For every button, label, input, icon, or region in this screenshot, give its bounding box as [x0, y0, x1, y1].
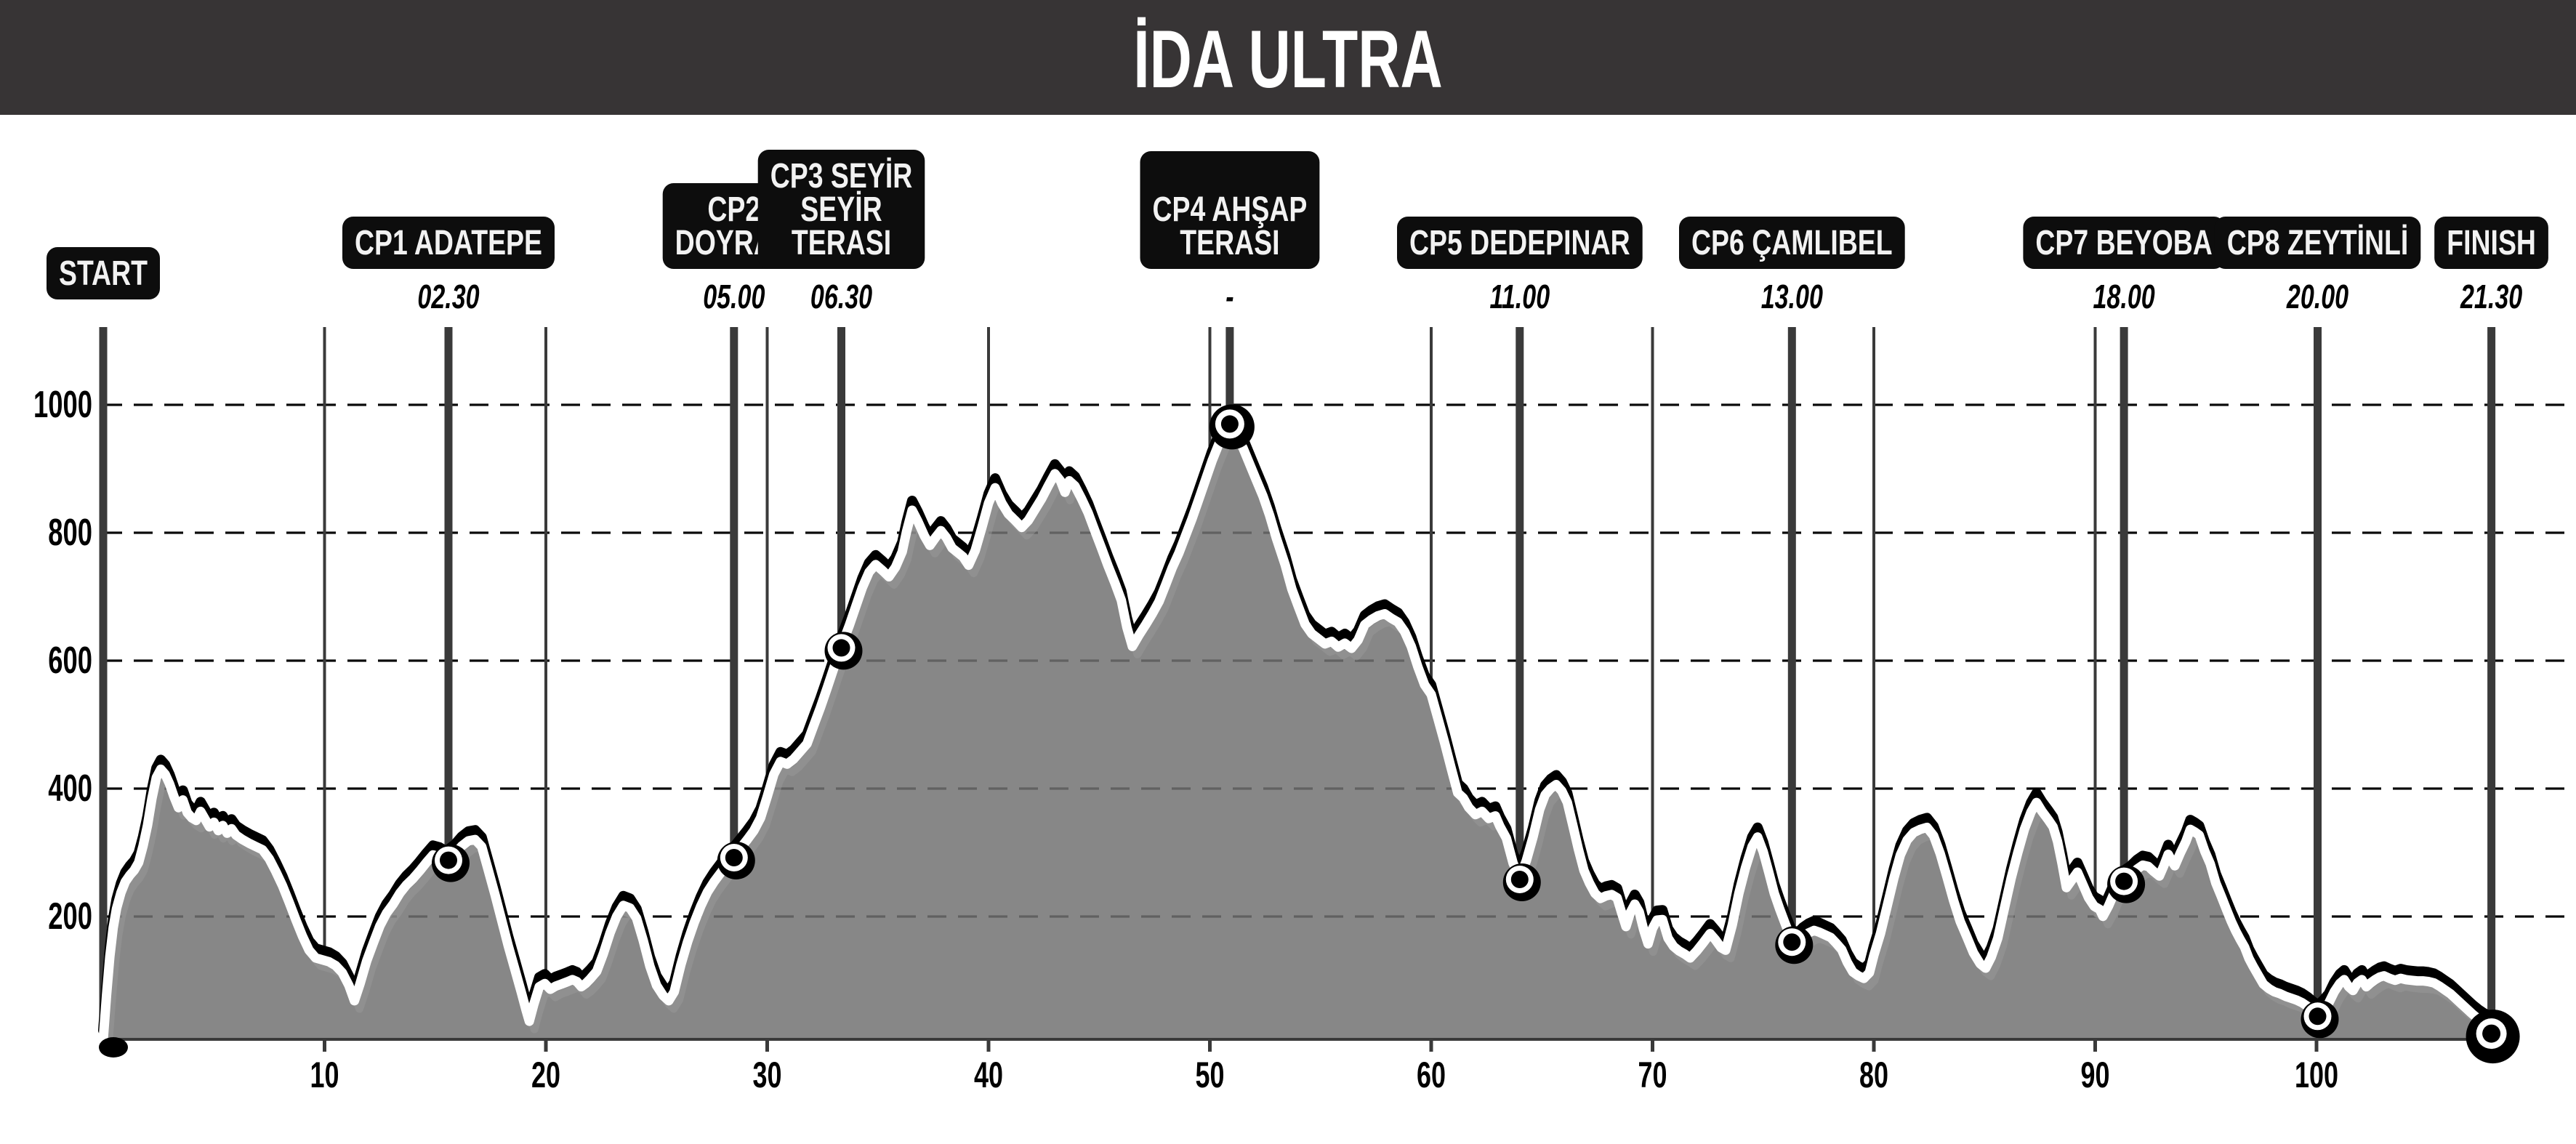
marker-center-dot	[832, 639, 850, 657]
y-axis-label-800: 800	[48, 512, 92, 554]
checkpoint-time-cp7: 18.00	[2093, 278, 2155, 315]
checkpoint-label-line: CP5 DEDEPINAR	[1409, 224, 1630, 262]
marker-center-dot	[1783, 933, 1801, 951]
x-tick-label-50: 50	[1196, 1055, 1225, 1095]
checkpoint-time-cp3: 06.30	[810, 278, 872, 315]
x-tick-label-20: 20	[531, 1055, 560, 1095]
marker-center-dot	[440, 851, 457, 869]
checkpoint-label-line: START	[59, 254, 148, 293]
elevation-profile-outline-white	[98, 417, 2497, 1045]
checkpoint-marker-cp2	[717, 842, 755, 879]
x-tick-label-10: 10	[310, 1055, 339, 1095]
checkpoint-time-cp4: -	[1225, 278, 1233, 315]
marker-center-dot	[2309, 1007, 2327, 1026]
marker-center-dot	[1510, 871, 1529, 888]
checkpoint-marker-start	[99, 1037, 128, 1058]
checkpoint-marker-cp6	[1775, 926, 1814, 964]
checkpoint-label-line: CP7 BEYOBA	[2035, 224, 2212, 262]
y-axis-label-400: 400	[48, 768, 92, 810]
start-dot	[99, 1037, 128, 1058]
x-tick-label-30: 30	[753, 1055, 782, 1095]
page-title: İDA ULTRA	[1133, 14, 1443, 105]
checkpoint-marker-finish	[2466, 1010, 2520, 1064]
checkpoint-label-finish: FINISH 21.30	[2434, 217, 2548, 315]
checkpoint-lines	[99, 327, 2496, 1039]
checkpoint-label-line: CP2	[707, 190, 760, 229]
checkpoint-label-cp7: CP7 BEYOBA 18.00	[2023, 217, 2225, 315]
checkpoint-label-cp6: CP6 ÇAMLIBEL 13.00	[1679, 217, 1905, 315]
y-axis-label-200: 200	[48, 895, 92, 938]
checkpoint-marker-cp7	[2107, 865, 2146, 903]
elevation-profile	[99, 424, 2519, 1042]
checkpoint-markers	[99, 404, 2520, 1064]
checkpoint-label-box-cp7	[2023, 217, 2225, 269]
checkpoint-label-cp1: CP1 ADATEPE 02.30	[342, 217, 555, 315]
checkpoint-time-cp5: 11.00	[1489, 278, 1550, 315]
checkpoint-label-line: FINISH	[2447, 224, 2536, 262]
checkpoint-label-box-cp3	[757, 150, 925, 269]
checkpoint-marker-cp1	[432, 844, 470, 882]
checkpoint-time-cp6: 13.00	[1761, 278, 1823, 315]
checkpoint-label-line: CP8 ZEYTİNLİ	[2227, 224, 2409, 262]
y-axis-label-1000: 1000	[33, 384, 92, 426]
x-tick-label-80: 80	[1859, 1055, 1888, 1095]
checkpoint-label-line: CP1 ADATEPE	[355, 224, 542, 262]
checkpoint-label-box-cp6	[1679, 217, 1905, 269]
checkpoint-label-box-start	[47, 247, 160, 299]
checkpoint-label-line: CP6 ÇAMLIBEL	[1691, 224, 1893, 262]
checkpoint-label-cp8: CP8 ZEYTİNLİ 20.00	[2214, 217, 2421, 315]
header-bar	[0, 0, 2576, 115]
checkpoint-time-finish: 21.30	[2460, 278, 2522, 315]
checkpoint-label-box-finish	[2434, 217, 2548, 269]
x-tick-label-100: 100	[2295, 1055, 2338, 1095]
checkpoint-marker-cp5	[1502, 863, 1541, 901]
x-tick-label-60: 60	[1417, 1055, 1446, 1095]
x-tick-label-70: 70	[1638, 1055, 1667, 1095]
checkpoint-label-line: CP4 AHŞAP	[1152, 190, 1307, 229]
checkpoint-time-cp8: 20.00	[2286, 278, 2348, 315]
checkpoint-label-box-cp5	[1397, 217, 1643, 269]
profile-outlines	[98, 408, 2501, 1052]
x-axis: 10 20 30 40 50 60 70 80 90 100 200 400 600 800 1000	[33, 384, 2338, 1095]
checkpoint-label-box-cp8	[2214, 217, 2421, 269]
y-axis-label-600: 600	[48, 640, 92, 682]
checkpoint-marker-cp3	[824, 632, 863, 670]
elevation-profile-outline-black	[98, 408, 2497, 1036]
checkpoint-time-cp1: 02.30	[417, 278, 479, 315]
marker-center-dot	[2115, 872, 2133, 890]
checkpoint-label-box-cp4	[1140, 151, 1320, 269]
checkpoint-label-line: SEYİR	[800, 190, 882, 229]
x-tick-label-40: 40	[974, 1055, 1003, 1095]
checkpoint-label-line: TERASI	[1180, 224, 1279, 262]
checkpoint-label-start: START	[47, 247, 160, 299]
marker-center-dot	[1220, 415, 1239, 433]
elevation-profile-fill	[103, 424, 2492, 1042]
x-tick-label-90: 90	[2081, 1055, 2110, 1095]
checkpoint-time-cp2: 05.00	[703, 278, 765, 315]
checkpoint-label-cp5: CP5 DEDEPINAR 11.00	[1397, 217, 1643, 315]
checkpoint-label-line: CP3 SEYİR	[770, 157, 913, 196]
checkpoint-label-box-cp1	[342, 217, 555, 269]
marker-center-dot	[725, 849, 743, 866]
finish-center-dot	[2482, 1024, 2501, 1043]
checkpoint-label-line: TERASI	[792, 224, 891, 262]
checkpoint-marker-cp4	[1209, 404, 1255, 450]
checkpoint-marker-cp8	[2301, 1000, 2339, 1039]
